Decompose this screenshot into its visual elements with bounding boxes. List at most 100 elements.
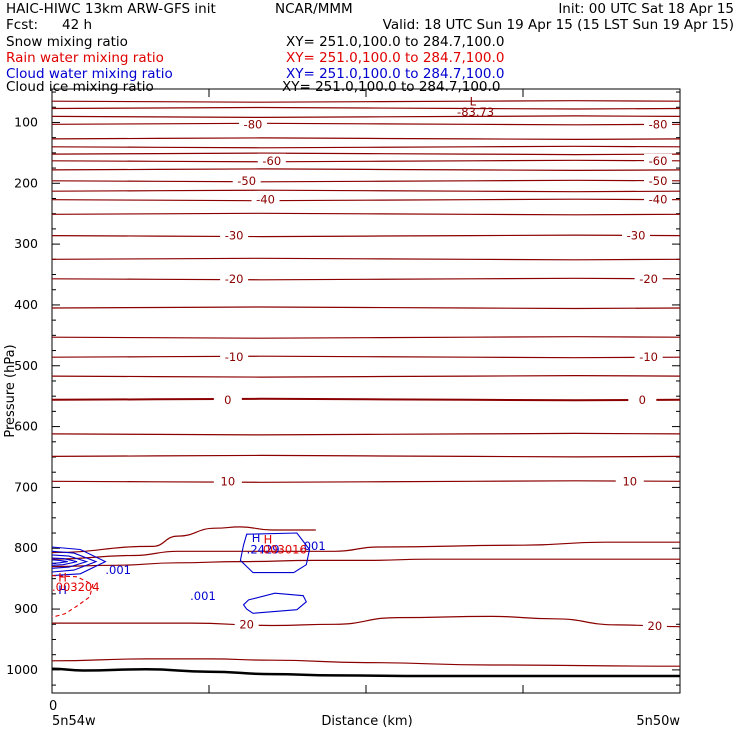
- isotherm-line: [51, 137, 681, 141]
- isotherm-label-bg: [634, 350, 663, 363]
- isotherm-line: [51, 234, 681, 238]
- isotherm-line: [51, 152, 681, 156]
- cw-left-4: [51, 557, 78, 566]
- rain-water-contours: [51, 575, 94, 617]
- model-title: HAIC-HIWC 13km ARW-GFS init: [6, 1, 216, 17]
- cloud-water-label: .2429: [247, 543, 280, 557]
- isotherm-label: -10: [225, 350, 244, 364]
- isotherm-label-bg: [213, 392, 242, 405]
- cloud-water-label: .001: [105, 563, 131, 577]
- cw-right: [239, 532, 311, 574]
- forecast-label: Fcst:: [6, 17, 39, 33]
- organization-label: NCAR/MMM: [275, 1, 353, 17]
- isotherm-line: [51, 432, 681, 436]
- isotherm-line: [51, 168, 681, 172]
- iso-790: [51, 541, 680, 560]
- isotherm-label-bg: [234, 617, 259, 630]
- isotherm-label-bg: [220, 228, 249, 241]
- isotherm-line: [51, 189, 681, 193]
- temperature-extremum-label: L: [470, 94, 477, 108]
- y-tick-label-700: 700: [14, 479, 38, 494]
- isotherm-label: 10: [622, 474, 637, 488]
- isotherm-line: [51, 159, 681, 163]
- isotherm-label: -10: [639, 350, 658, 364]
- rain-water-label: H: [58, 571, 67, 585]
- y-tick-label-900: 900: [14, 601, 38, 616]
- isotherm-label: -30: [627, 229, 646, 243]
- x-origin-label: 0: [49, 699, 57, 714]
- forecast-hours: 42 h: [62, 17, 93, 33]
- temperature-extremum-label: -83.73: [457, 105, 494, 119]
- isotherm-line: [51, 106, 681, 110]
- cw-left-5: [51, 559, 68, 564]
- isotherm-line: [51, 397, 681, 402]
- x-left-label: 5n54w: [52, 714, 96, 729]
- isotherm-label-bg: [644, 117, 673, 130]
- field-name-snow: Snow mixing ratio: [6, 34, 128, 50]
- cloud-water-label: H: [252, 531, 261, 545]
- y-tick-label-200: 200: [14, 175, 38, 190]
- isotherm-label: -80: [649, 117, 668, 131]
- isotherm-label-bg: [251, 192, 280, 205]
- field-name-rain: Rain water mixing ratio: [6, 50, 164, 66]
- isotherm-line: [51, 480, 681, 483]
- isotherm-label: 10: [221, 474, 236, 488]
- cloud-water-label: H: [58, 583, 67, 597]
- cloud-water-contours: [51, 532, 311, 614]
- surface: [51, 667, 680, 678]
- isotherm-label-bg: [642, 618, 667, 631]
- contour-labels: .001.001.001HH.2429H.003204H.003016L-83.…: [52, 94, 494, 603]
- isotherm-line: [51, 257, 681, 261]
- isotherm-line: [51, 336, 681, 339]
- cw-left-2: [51, 550, 98, 573]
- isotherm-label-bg: [628, 392, 657, 405]
- isotherm-label: -60: [649, 154, 668, 168]
- isotherm-line: [51, 115, 681, 119]
- isotherm-line: [51, 277, 681, 281]
- cw-mid: [242, 592, 307, 614]
- isotherm-label-bg: [257, 153, 286, 166]
- isotherm-label-bg: [634, 271, 663, 284]
- isotherm-line: [51, 306, 681, 310]
- iso-770: [51, 526, 316, 554]
- isotherm-label: -40: [256, 193, 275, 207]
- cw-left-1: [51, 546, 107, 577]
- isotherm-label-bg: [615, 474, 644, 487]
- y-tick-label-300: 300: [14, 236, 38, 251]
- valid-time: Valid: 18 UTC Sun 19 Apr 15 (15 LST Sun …: [382, 17, 734, 33]
- iso-830: [51, 558, 680, 568]
- x-right-label: 5n50w: [636, 714, 680, 729]
- isotherm-label: 20: [239, 618, 254, 632]
- cloud-water-label: .001: [190, 589, 216, 603]
- isotherm-label-bg: [220, 271, 249, 284]
- isotherm-label: -50: [237, 174, 256, 188]
- iso-985: [51, 658, 681, 667]
- isotherm-label-bg: [644, 153, 673, 166]
- isotherm-line: [51, 374, 681, 378]
- isotherm-label-bg: [232, 173, 261, 186]
- y-tick-label-600: 600: [14, 419, 38, 434]
- isotherm-line: [51, 198, 681, 202]
- isotherm-label: -60: [262, 154, 281, 168]
- isotherm-line: [51, 355, 681, 359]
- y-tick-label-100: 100: [14, 114, 38, 129]
- isotherm-line: [51, 100, 681, 103]
- y-tick-label-800: 800: [14, 540, 38, 555]
- field-xy-rain: XY= 251.0,100.0 to 284.7,100.0: [286, 50, 505, 66]
- x-axis-title: Distance (km): [321, 714, 412, 729]
- isotherm-label: -50: [649, 174, 668, 188]
- field-name-cloud-ice: Cloud ice mixing ratio: [6, 79, 154, 95]
- isotherm-label-bg: [644, 173, 673, 186]
- isotherm-line: [51, 179, 681, 183]
- isotherm-label: 0: [639, 393, 646, 407]
- rain-water-label: .003204: [52, 580, 100, 594]
- rain-water-label: H: [264, 532, 273, 546]
- y-axis-title: Pressure (hPa): [3, 344, 18, 437]
- temperature-isotherms: -80 -80-60 -60-50 -50-40 -40-30 -30-20 -20-10-…: [51, 100, 681, 678]
- field-xy-cloud-water: XY= 251.0,100.0 to 284.7,100.0: [286, 66, 505, 82]
- isotherm-label: -80: [244, 117, 263, 131]
- rain-water-label: .003016: [259, 543, 307, 557]
- plot-frame: [51, 88, 681, 694]
- cloud-water-label: .001: [300, 539, 326, 553]
